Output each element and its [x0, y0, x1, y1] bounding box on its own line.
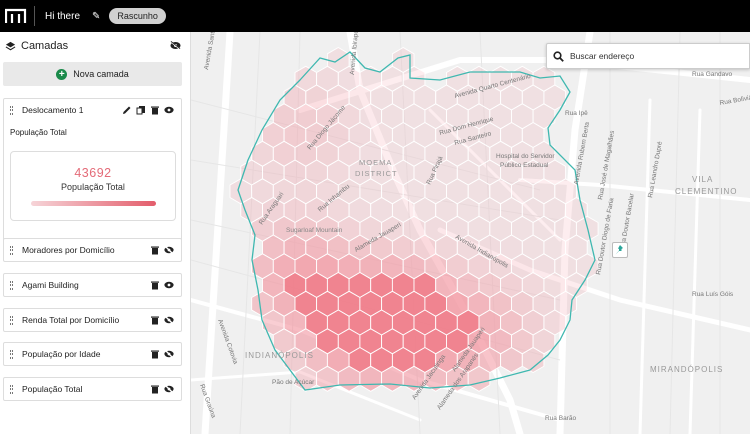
top-bar: Hi there ✎ Rascunho — [0, 0, 750, 32]
edit-icon[interactable] — [122, 105, 132, 115]
drag-handle-icon[interactable] — [10, 349, 13, 359]
layers-sidebar: Camadas + Nova camada Deslocamento 1 Pop… — [0, 32, 191, 434]
drag-handle-icon[interactable] — [10, 245, 13, 255]
trash-icon[interactable] — [150, 315, 160, 325]
eye-off-icon[interactable] — [164, 384, 174, 394]
layer-subtitle: População Total — [10, 128, 67, 137]
hexagon-grid[interactable] — [229, 46, 599, 392]
svg-text:CLEMENTINO: CLEMENTINO — [675, 187, 737, 196]
eye-icon[interactable] — [164, 280, 174, 290]
trash-icon[interactable] — [150, 349, 160, 359]
address-search-input[interactable] — [570, 51, 740, 61]
add-layer-button[interactable]: + Nova camada — [3, 62, 182, 86]
layer-name: Renda Total por Domicílio — [22, 315, 120, 325]
trash-icon[interactable] — [150, 245, 160, 255]
eye-off-icon[interactable] — [164, 315, 174, 325]
area-boundary — [237, 51, 596, 391]
layer-card-deslocamento[interactable]: Deslocamento 1 População Total 43692 Pop… — [3, 98, 182, 256]
eye-icon[interactable] — [164, 105, 174, 115]
trash-icon[interactable] — [150, 105, 160, 115]
status-badge: Rascunho — [109, 8, 166, 24]
address-search-box[interactable] — [546, 43, 750, 69]
drag-handle-icon[interactable] — [10, 105, 13, 115]
layer-name: Deslocamento 1 — [22, 105, 84, 115]
topbar-divider — [34, 6, 35, 26]
eye-off-icon[interactable] — [164, 245, 174, 255]
svg-text:DISTRICT: DISTRICT — [355, 169, 398, 178]
eye-off-icon[interactable] — [164, 349, 174, 359]
map-svg[interactable]: Avenida Santo Amaro Avenida Ibirapuera A… — [191, 32, 750, 434]
drag-handle-icon[interactable] — [10, 280, 13, 290]
search-icon — [553, 50, 564, 62]
color-scale-bar — [31, 201, 156, 206]
edit-title-icon[interactable]: ✎ — [92, 10, 101, 22]
layer-name: População Total — [22, 384, 83, 394]
layer-name: Moradores por Domicílio — [22, 245, 115, 255]
svg-text:Rua Luís Góis: Rua Luís Góis — [692, 291, 734, 298]
project-title[interactable]: Hi there — [45, 10, 81, 22]
svg-text:Hospital do Servidor: Hospital do Servidor — [496, 153, 555, 160]
svg-text:Pão de Açúcar: Pão de Açúcar — [272, 379, 315, 386]
layer-name: População por Idade — [22, 349, 101, 359]
drag-handle-icon[interactable] — [10, 315, 13, 325]
trash-icon[interactable] — [150, 280, 160, 290]
svg-text:Rua Gandavo: Rua Gandavo — [692, 71, 732, 78]
location-pin-icon[interactable] — [612, 242, 628, 258]
plus-icon: + — [56, 68, 68, 80]
layer-card-renda[interactable]: Renda Total por Domicílio — [3, 308, 182, 332]
svg-text:Avenida Ibirapuera: Avenida Ibirapuera — [349, 32, 361, 75]
svg-text:MOEMA: MOEMA — [359, 158, 392, 167]
metric-card: 43692 População Total — [10, 151, 176, 221]
layers-icon — [5, 41, 16, 50]
hex-cell[interactable] — [521, 346, 545, 374]
svg-text:Rua Ipê: Rua Ipê — [565, 110, 588, 117]
add-layer-label: Nova camada — [73, 69, 129, 79]
layers-title: Camadas — [21, 40, 69, 52]
drag-handle-icon[interactable] — [10, 384, 13, 394]
app-logo[interactable] — [5, 8, 27, 24]
metric-value: 43692 — [74, 166, 112, 180]
map-canvas[interactable]: Avenida Santo Amaro Avenida Ibirapuera A… — [191, 32, 750, 434]
layer-card-moradores[interactable]: Moradores por Domicílio — [3, 238, 182, 262]
svg-text:Sugarloaf Mountain: Sugarloaf Mountain — [286, 227, 343, 234]
svg-text:VILA: VILA — [692, 175, 713, 184]
layer-card-agami[interactable]: Agami Building — [3, 273, 182, 297]
duplicate-icon[interactable] — [136, 105, 146, 115]
layers-header: Camadas — [0, 32, 190, 60]
layer-card-idade[interactable]: População por Idade — [3, 342, 182, 366]
svg-text:Rua Barão: Rua Barão — [545, 415, 576, 422]
layer-name: Agami Building — [22, 280, 79, 290]
layer-card-populacao[interactable]: População Total — [3, 377, 182, 401]
hide-all-icon[interactable] — [170, 41, 181, 50]
svg-text:MIRANDÓPOLIS: MIRANDÓPOLIS — [650, 365, 723, 374]
svg-text:Público Estadual: Público Estadual — [500, 162, 549, 169]
metric-label: População Total — [61, 182, 125, 192]
trash-icon[interactable] — [150, 384, 160, 394]
svg-text:INDIANÓPOLIS: INDIANÓPOLIS — [245, 351, 314, 360]
